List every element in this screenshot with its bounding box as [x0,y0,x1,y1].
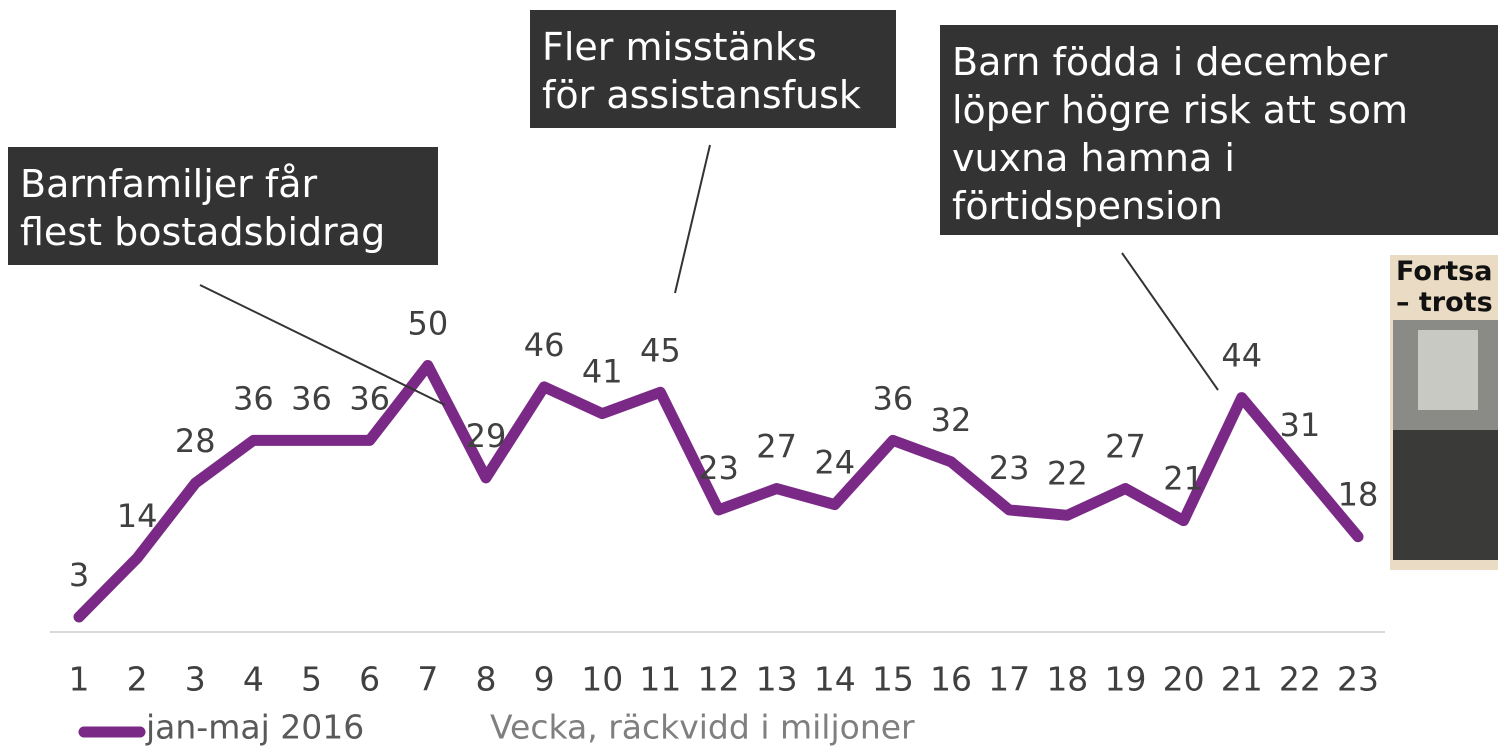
x-tick-label: 10 [581,660,623,699]
data-label: 36 [233,379,274,417]
inset-windows [1393,430,1498,560]
leader-line [1121,252,1219,391]
data-label: 50 [407,305,448,343]
data-label: 32 [931,401,972,439]
data-label: 29 [466,417,507,455]
x-axis-label: Vecka, räckvidd i miljoner [490,708,915,746]
x-tick-label: 22 [1279,660,1321,699]
x-tick-label: 2 [127,660,148,699]
annotation-text: Fler misstänks [542,25,817,69]
x-tick-label: 1 [69,660,90,699]
series-line [73,360,1364,623]
x-tick-label: 14 [814,660,856,699]
data-label: 27 [756,428,797,466]
x-tick-label: 9 [534,660,555,699]
x-tick-label: 13 [756,660,798,699]
inset-logo [1418,330,1478,410]
annotation-text: Barn födda i december [952,40,1388,84]
data-label: 31 [1280,406,1321,444]
data-label: 28 [175,422,216,460]
x-tick-label: 19 [1104,660,1146,699]
data-label: 24 [814,444,855,482]
leader-line [674,144,711,294]
leader-line [199,284,446,406]
data-label: 36 [349,379,390,417]
annotation-text: löper högre risk att som [952,88,1408,132]
data-label: 36 [291,379,332,417]
x-tick-label: 16 [930,660,972,699]
x-tick-label: 21 [1221,660,1263,699]
x-tick-label: 5 [301,660,322,699]
x-tick-label: 7 [417,660,438,699]
data-label: 14 [117,497,158,535]
data-label: 41 [582,353,623,391]
annotation-text: för assistansfusk [542,73,861,117]
x-tick-label: 8 [475,660,496,699]
x-tick-label: 4 [243,660,264,699]
x-tick-label: 17 [988,660,1030,699]
data-label: 23 [698,449,739,487]
x-tick-label: 6 [359,660,380,699]
inset-text: – trots [1396,287,1493,318]
inset-text: Fortsa [1396,256,1492,287]
x-tick-label: 12 [698,660,740,699]
annotation-box [8,147,438,265]
x-tick-label: 20 [1163,660,1205,699]
data-label: 44 [1221,337,1262,375]
annotation-text: flest bostadsbidrag [20,210,385,254]
annotation-text: Barnfamiljer får [20,162,317,206]
annotation-box [940,25,1498,235]
x-tick-label: 15 [872,660,914,699]
data-label: 27 [1105,428,1146,466]
x-tick-label: 3 [185,660,206,699]
data-label: 23 [989,449,1030,487]
data-label: 22 [1047,454,1088,492]
x-tick-label: 18 [1046,660,1088,699]
data-label: 3 [69,556,89,594]
annotation-box [530,10,896,128]
annotation-text: vuxna hamna i [952,136,1235,180]
annotation-text: förtidspension [952,184,1223,228]
data-label: 18 [1338,476,1379,514]
data-label: 45 [640,331,681,369]
x-tick-label: 23 [1337,660,1379,699]
legend-label: jan-maj 2016 [145,708,364,746]
data-label: 36 [873,379,914,417]
x-tick-label: 11 [639,660,681,699]
data-label: 46 [524,326,565,364]
data-label: 21 [1163,460,1204,498]
